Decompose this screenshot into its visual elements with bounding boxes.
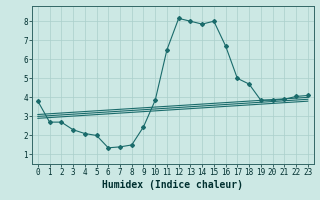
X-axis label: Humidex (Indice chaleur): Humidex (Indice chaleur) xyxy=(102,180,243,190)
